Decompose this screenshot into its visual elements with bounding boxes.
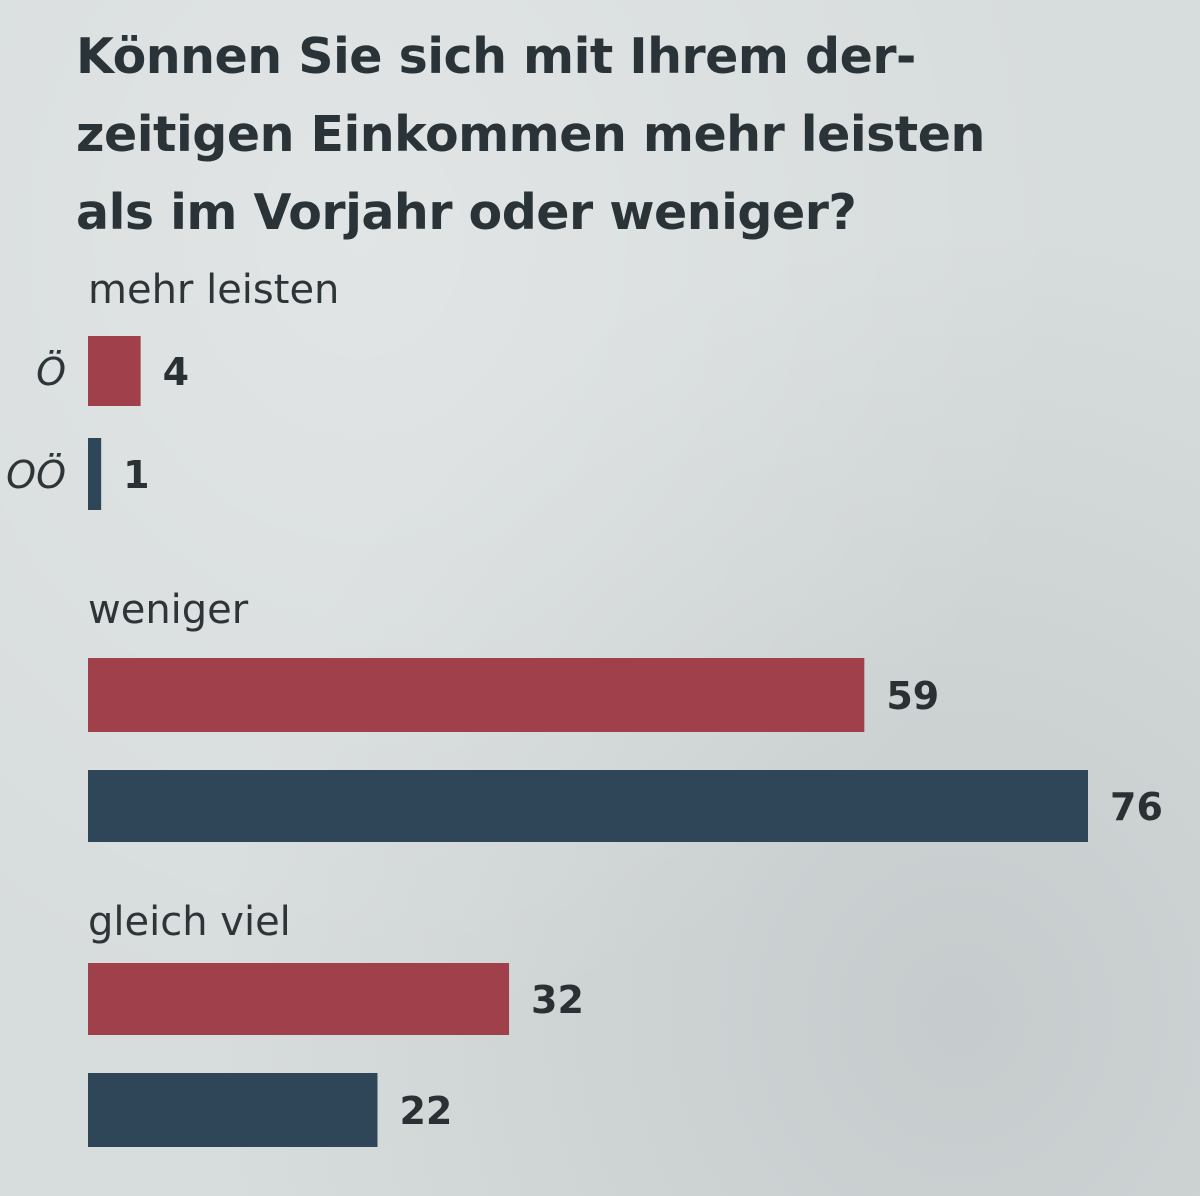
bar-gleich-viel-oe: [88, 963, 510, 1035]
value-label-mehr-leisten-oe: 4: [163, 350, 189, 394]
value-label-mehr-leisten-ooe: 1: [123, 453, 149, 497]
series-label-ooe: OÖ: [6, 453, 66, 497]
category-label-mehr-leisten: mehr leisten: [88, 267, 339, 313]
bar-gleich-viel-ooe: [88, 1073, 378, 1147]
chart-title: Können Sie sich mit Ihrem der- zeitigen …: [76, 28, 985, 241]
bar-mehr-leisten-ooe: [88, 438, 102, 510]
bar-weniger-ooe: [88, 770, 1088, 842]
value-label-weniger-ooe: 76: [1110, 785, 1163, 829]
value-label-gleich-viel-oe: 32: [531, 978, 584, 1022]
series-label-oe: Ö: [36, 350, 66, 394]
bar-mehr-leisten-oe: [88, 336, 141, 406]
value-label-weniger-oe: 59: [886, 674, 939, 718]
category-label-gleich-viel: gleich viel: [88, 899, 291, 945]
value-label-gleich-viel-ooe: 22: [399, 1089, 452, 1133]
category-label-weniger: weniger: [88, 587, 249, 633]
bar-weniger-oe: [88, 658, 865, 732]
